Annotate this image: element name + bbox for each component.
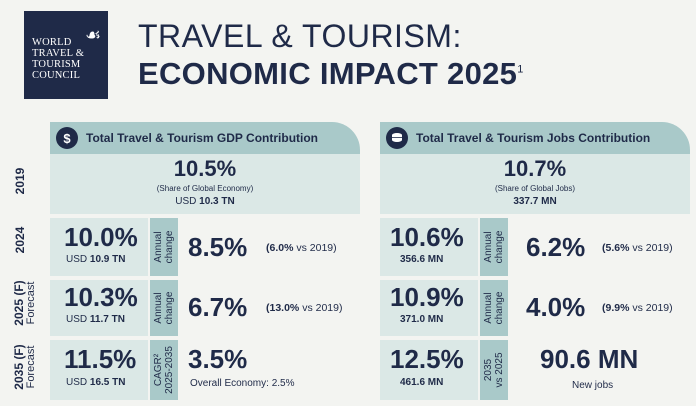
jobs-2024-change-cell: 6.2% (5.6% vs 2019) — [510, 218, 690, 276]
jobs-2025-annual-label: Annual change — [480, 280, 508, 336]
jobs-2025-vs-2019: (9.9% vs 2019) — [602, 302, 673, 314]
jobs-2019-pct: 10.7% — [503, 156, 567, 181]
gdp-2019-note: (Share of Global Economy) — [156, 184, 254, 193]
jobs-2035-change-cell: 90.6 MN New jobs — [510, 340, 690, 400]
row-label-2019: 2019 — [13, 167, 27, 195]
gdp-2024-change-cell: 8.5% (6.0% vs 2019) — [180, 218, 360, 276]
jobs-2035-new-jobs-value: 90.6 MN — [540, 344, 639, 374]
coins-icon — [386, 127, 408, 149]
gdp-2025-change-cell: 6.7% (13.0% vs 2019) — [180, 280, 360, 336]
jobs-2035-pct: 12.5% — [390, 344, 464, 374]
jobs-2019-cell: 10.7% (Share of Global Jobs) 337.7 MN — [380, 154, 690, 214]
jobs-2024-vs-2019: (5.6% vs 2019) — [602, 242, 673, 254]
gdp-header-label: Total Travel & Tourism GDP Contribution — [86, 131, 319, 145]
jobs-header-label: Total Travel & Tourism Jobs Contribution — [416, 131, 651, 145]
row-label-2025: 2025 (F) Forecast — [12, 280, 37, 326]
gdp-2024-usd: USD 10.9 TN — [66, 254, 126, 265]
row-label-2035: 2035 (F) Forecast — [12, 344, 37, 390]
logo-swirl-icon: ☙ — [85, 25, 102, 45]
row-label-2024: 2024 — [13, 226, 27, 254]
jobs-2024-share-cell: 10.6% 356.6 MN — [380, 218, 478, 276]
jobs-2025-pct: 10.9% — [390, 282, 464, 312]
dollar-icon: $ — [56, 127, 78, 149]
gdp-2035-cagr: 3.5% — [188, 344, 248, 374]
jobs-2025-share-cell: 10.9% 371.0 MN — [380, 280, 478, 336]
gdp-2035-share-cell: 11.5% USD 16.5 TN — [50, 340, 148, 400]
jobs-2025-change-cell: 4.0% (9.9% vs 2019) — [510, 280, 690, 336]
jobs-2024-pct: 10.6% — [390, 222, 464, 252]
jobs-2024-change: 6.2% — [526, 232, 586, 262]
page-title-line-1: TRAVEL & TOURISM: — [138, 18, 462, 54]
gdp-2024-pct: 10.0% — [64, 222, 138, 252]
gdp-header: $ Total Travel & Tourism GDP Contributio… — [50, 122, 360, 154]
gdp-2025-usd: USD 11.7 TN — [66, 314, 125, 325]
gdp-2035-pct: 11.5% — [64, 344, 137, 374]
gdp-2035-cagr-label: CAGR² 2025-2035 — [150, 340, 178, 400]
gdp-2024-annual-label: Annual change — [150, 218, 178, 276]
logo-line-1: WORLD — [32, 37, 72, 48]
jobs-2019-note: (Share of Global Jobs) — [494, 184, 576, 193]
gdp-2035-usd: USD 16.5 TN — [66, 377, 126, 388]
jobs-2035-vs-2025-label: 2035 vs 2025 — [480, 340, 508, 400]
jobs-header: Total Travel & Tourism Jobs Contribution — [380, 122, 690, 154]
logo-line-2: TRAVEL & — [32, 48, 85, 59]
jobs-2035-value: 461.6 MN — [400, 377, 444, 388]
gdp-2024-vs-2019: (6.0% vs 2019) — [266, 242, 337, 254]
logo-line-3: TOURISM — [32, 59, 81, 70]
jobs-2024-value: 356.6 MN — [400, 254, 444, 265]
jobs-2035-new-jobs-label: New jobs — [572, 380, 614, 391]
gdp-2019-pct: 10.5% — [173, 156, 237, 181]
gdp-2025-annual-label: Annual change — [150, 280, 178, 336]
jobs-2025-change: 4.0% — [526, 292, 586, 322]
gdp-2019-usd: USD 10.3 TN — [175, 196, 235, 207]
logo-line-4: COUNCIL — [32, 70, 81, 81]
gdp-2025-share-cell: 10.3% USD 11.7 TN — [50, 280, 148, 336]
gdp-2025-pct: 10.3% — [64, 282, 138, 312]
jobs-2024-annual-label: Annual change — [480, 218, 508, 276]
wttc-logo: WORLD TRAVEL & TOURISM COUNCIL ☙ — [24, 11, 108, 99]
jobs-2025-value: 371.0 MN — [400, 314, 444, 325]
gdp-2025-vs-2019: (13.0% vs 2019) — [266, 302, 343, 314]
jobs-2019-value: 337.7 MN — [513, 196, 557, 207]
jobs-2035-share-cell: 12.5% 461.6 MN — [380, 340, 478, 400]
gdp-2025-change: 6.7% — [188, 292, 248, 322]
gdp-2035-change-cell: 3.5% Overall Economy: 2.5% — [180, 340, 360, 400]
gdp-2035-overall-economy: Overall Economy: 2.5% — [190, 378, 295, 389]
gdp-2024-change: 8.5% — [188, 232, 248, 262]
page-title-line-2: ECONOMIC IMPACT 20251 — [138, 56, 524, 91]
gdp-2019-cell: 10.5% (Share of Global Economy) USD 10.3… — [50, 154, 360, 214]
gdp-2024-share-cell: 10.0% USD 10.9 TN — [50, 218, 148, 276]
